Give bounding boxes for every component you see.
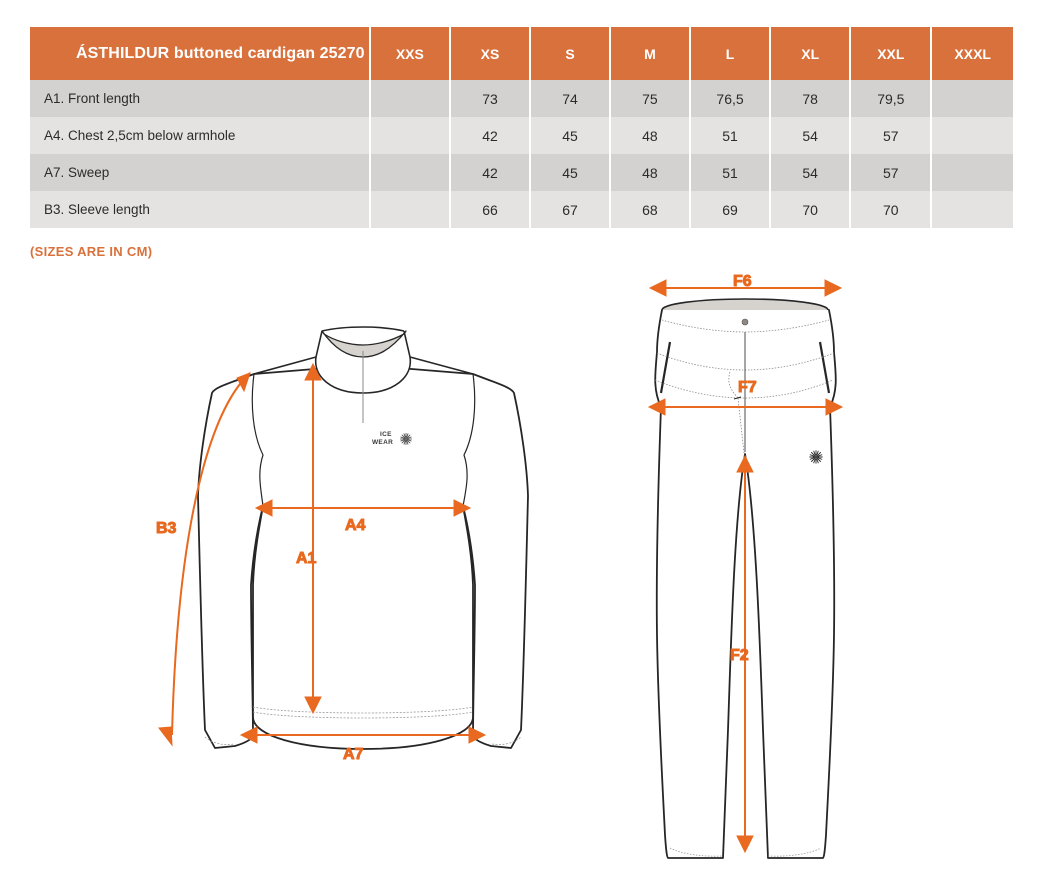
svg-text:F7: F7 [738, 379, 757, 396]
svg-text:B3: B3 [156, 520, 177, 537]
svg-text:ICE: ICE [380, 431, 392, 438]
svg-text:WEAR: WEAR [372, 439, 393, 446]
svg-text:A4: A4 [345, 517, 366, 534]
svg-text:A7: A7 [343, 746, 364, 763]
svg-text:A1: A1 [296, 550, 317, 567]
svg-text:F2: F2 [730, 647, 749, 664]
svg-text:F6: F6 [733, 273, 752, 290]
